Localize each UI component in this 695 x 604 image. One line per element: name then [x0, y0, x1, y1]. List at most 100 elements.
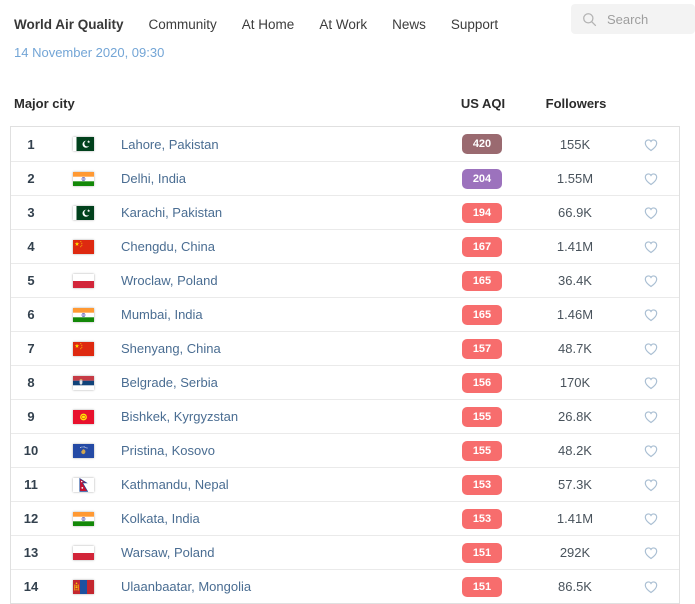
- city-link[interactable]: Delhi, India: [121, 171, 187, 186]
- city-link[interactable]: Ulaanbaatar, Mongolia: [121, 579, 252, 594]
- flag-icon-cn: [72, 341, 94, 356]
- table-row[interactable]: 7 Shenyang, China 157 48.7K: [11, 331, 679, 365]
- nav-item-support[interactable]: Support: [450, 16, 499, 32]
- aqi-badge: 153: [462, 474, 502, 495]
- table-row[interactable]: 2 Delhi, India 204 1.55M: [11, 161, 679, 195]
- rank-cell: 9: [27, 409, 35, 424]
- heart-outline-icon: [644, 377, 658, 390]
- followers-cell: 1.41M: [556, 239, 594, 254]
- flag-icon-in: [72, 511, 94, 526]
- table-row[interactable]: 6 Mumbai, India 165 1.46M: [11, 297, 679, 331]
- nav-item-at-work[interactable]: At Work: [319, 16, 368, 32]
- rank-cell: 5: [27, 273, 35, 288]
- followers-cell: 57.3K: [558, 477, 592, 492]
- heart-outline-icon: [644, 275, 658, 288]
- table-row[interactable]: 3 Karachi, Pakistan 194 66.9K: [11, 195, 679, 229]
- rank-cell: 11: [24, 477, 38, 492]
- table-row[interactable]: 14 Ulaanbaatar, Mongolia 151 86.5K: [11, 569, 679, 603]
- table-row[interactable]: 13 Warsaw, Poland 151 292K: [11, 535, 679, 569]
- favorite-button[interactable]: [639, 507, 663, 530]
- flag-icon-mn: [72, 579, 94, 594]
- city-link[interactable]: Mumbai, India: [121, 307, 203, 322]
- favorite-button[interactable]: [639, 303, 663, 326]
- city-link[interactable]: Belgrade, Serbia: [121, 375, 218, 390]
- heart-outline-icon: [644, 173, 658, 186]
- flag-icon-kg: [72, 409, 94, 424]
- followers-cell: 26.8K: [558, 409, 592, 424]
- city-link[interactable]: Warsaw, Poland: [121, 545, 215, 560]
- heart-outline-icon: [644, 581, 658, 594]
- table-row[interactable]: 4 Chengdu, China 167 1.41M: [11, 229, 679, 263]
- table-row[interactable]: 5 Wroclaw, Poland 165 36.4K: [11, 263, 679, 297]
- nav-item-community[interactable]: Community: [148, 16, 217, 32]
- favorite-button[interactable]: [639, 337, 663, 360]
- city-link[interactable]: Bishkek, Kyrgyzstan: [121, 409, 239, 424]
- rank-cell: 10: [23, 443, 39, 458]
- followers-cell: 48.2K: [558, 443, 592, 458]
- city-link[interactable]: Karachi, Pakistan: [121, 205, 223, 220]
- followers-cell: 1.41M: [556, 511, 594, 526]
- heart-outline-icon: [644, 309, 658, 322]
- favorite-button[interactable]: [639, 235, 663, 258]
- table-row[interactable]: 11 Kathmandu, Nepal 153 57.3K: [11, 467, 679, 501]
- favorite-button[interactable]: [639, 439, 663, 462]
- rank-cell: 8: [27, 375, 35, 390]
- aqi-badge: 151: [462, 576, 502, 597]
- heart-outline-icon: [644, 207, 658, 220]
- rank-cell: 12: [23, 511, 39, 526]
- search-box[interactable]: [571, 4, 695, 34]
- favorite-button[interactable]: [639, 371, 663, 394]
- followers-cell: 1.46M: [556, 307, 594, 322]
- top-nav: World Air Quality Community At Home At W…: [0, 0, 695, 35]
- city-link[interactable]: Pristina, Kosovo: [121, 443, 215, 458]
- favorite-button[interactable]: [639, 473, 663, 496]
- city-link[interactable]: Lahore, Pakistan: [121, 136, 219, 152]
- heart-outline-icon: [644, 241, 658, 254]
- table-row[interactable]: 8 Belgrade, Serbia 156 170K: [11, 365, 679, 399]
- favorite-button[interactable]: [639, 541, 663, 564]
- heart-outline-icon: [644, 445, 658, 458]
- nav-item-news[interactable]: News: [392, 16, 426, 32]
- table-row[interactable]: 9 Bishkek, Kyrgyzstan 155 26.8K: [11, 399, 679, 433]
- column-header-major-city: Major city: [14, 96, 75, 111]
- flag-icon-rs: [72, 375, 94, 390]
- heart-outline-icon: [644, 343, 658, 356]
- city-link[interactable]: Chengdu, China: [121, 239, 215, 254]
- heart-outline-icon: [644, 411, 658, 424]
- heart-outline-icon: [644, 513, 658, 526]
- city-link[interactable]: Shenyang, China: [121, 341, 221, 356]
- flag-icon-pk: [72, 205, 94, 220]
- table-header-row: Major city US AQI Followers: [10, 96, 680, 111]
- city-link[interactable]: Wroclaw, Poland: [121, 273, 218, 288]
- favorite-button[interactable]: [639, 575, 663, 598]
- aqi-badge: 204: [462, 168, 502, 189]
- aqi-badge: 165: [462, 304, 502, 325]
- favorite-button[interactable]: [639, 133, 663, 156]
- favorite-button[interactable]: [639, 269, 663, 292]
- aqi-badge: 153: [462, 508, 502, 529]
- heart-outline-icon: [644, 138, 658, 151]
- favorite-button[interactable]: [639, 201, 663, 224]
- search-input[interactable]: [605, 10, 687, 28]
- favorite-button[interactable]: [639, 167, 663, 190]
- nav-item-at-home[interactable]: At Home: [241, 16, 295, 32]
- brand-world-air-quality[interactable]: World Air Quality: [14, 16, 124, 32]
- favorite-button[interactable]: [639, 405, 663, 428]
- table-row[interactable]: 1 Lahore, Pakistan 420 155K: [11, 127, 679, 161]
- table-row[interactable]: 10 Pristina, Kosovo 155 48.2K: [11, 433, 679, 467]
- rank-cell: 14: [23, 579, 39, 594]
- followers-cell: 155K: [559, 136, 591, 152]
- flag-icon-pl: [72, 273, 94, 288]
- city-link[interactable]: Kathmandu, Nepal: [121, 477, 229, 492]
- rank-cell: 6: [27, 307, 35, 322]
- aqi-badge: 194: [462, 202, 502, 223]
- rank-cell: 2: [27, 171, 35, 186]
- aqi-badge: 420: [462, 134, 502, 154]
- rank-cell: 1: [27, 136, 35, 152]
- city-ranking-table: 1 Lahore, Pakistan 420 155K 2 Delhi, Ind…: [10, 126, 680, 604]
- table-row[interactable]: 12 Kolkata, India 153 1.41M: [11, 501, 679, 535]
- heart-outline-icon: [644, 479, 658, 492]
- followers-cell: 86.5K: [558, 579, 592, 594]
- city-link[interactable]: Kolkata, India: [121, 511, 200, 526]
- search-icon: [583, 12, 597, 26]
